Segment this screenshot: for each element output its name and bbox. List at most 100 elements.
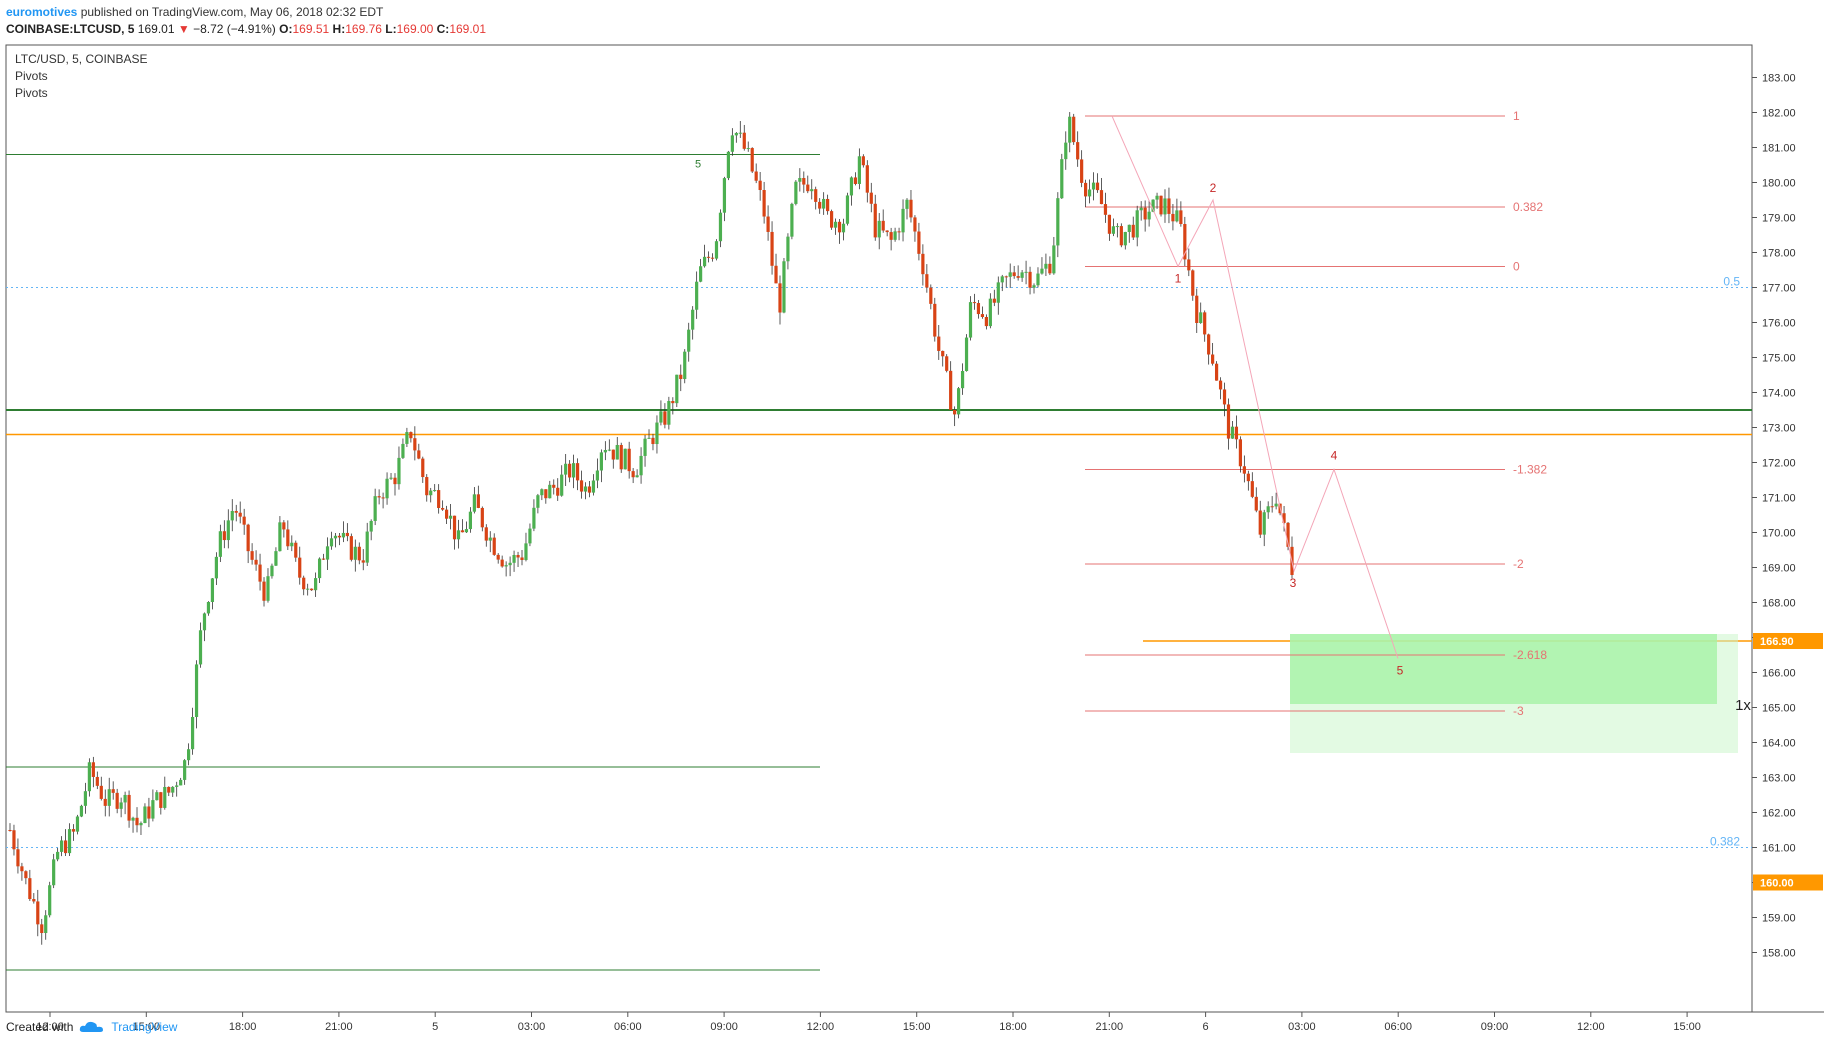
candle-body bbox=[218, 531, 222, 557]
candle-body bbox=[52, 859, 56, 886]
candle-body bbox=[83, 791, 88, 806]
candle-body bbox=[190, 716, 195, 750]
candle-body bbox=[572, 463, 576, 478]
candle-body bbox=[206, 602, 211, 614]
candle-body bbox=[651, 437, 655, 445]
tradingview-brand[interactable]: TradingView bbox=[111, 1020, 178, 1034]
candle-body bbox=[564, 463, 568, 475]
candle-body bbox=[139, 823, 143, 826]
candle-body bbox=[849, 177, 854, 196]
candle-body bbox=[984, 316, 988, 327]
candle-body bbox=[1103, 204, 1108, 215]
x-tick-label: 03:00 bbox=[1288, 1021, 1316, 1033]
legend-indicator-pivots-1[interactable]: Pivots bbox=[15, 69, 48, 83]
candle-body bbox=[187, 749, 191, 761]
y-tick-label: 183.00 bbox=[1762, 73, 1796, 85]
candle-body bbox=[730, 135, 734, 152]
candle-body bbox=[675, 374, 679, 404]
candle-body bbox=[119, 802, 123, 809]
publish-line: euromotives published on TradingView.com… bbox=[6, 4, 486, 21]
candle-body bbox=[1254, 496, 1258, 511]
candle-body bbox=[627, 448, 631, 472]
candle-body bbox=[667, 401, 671, 425]
x-tick-label: 15:00 bbox=[903, 1021, 931, 1033]
candle-body bbox=[1222, 389, 1227, 405]
candle-body bbox=[183, 760, 187, 780]
candle-body bbox=[341, 532, 345, 538]
candle-body bbox=[79, 805, 84, 817]
candle-body bbox=[123, 794, 127, 803]
candle-body bbox=[556, 487, 560, 496]
y-tick-label: 170.00 bbox=[1762, 528, 1796, 540]
candle-body bbox=[488, 537, 492, 541]
candle-body bbox=[905, 199, 909, 209]
candle-body bbox=[754, 171, 758, 181]
candle-body bbox=[1262, 512, 1266, 535]
candle-body bbox=[337, 535, 342, 538]
high-label: H: bbox=[332, 22, 346, 36]
y-tick-label: 174.00 bbox=[1762, 388, 1796, 400]
candle-body bbox=[1095, 182, 1100, 191]
candle-body bbox=[663, 411, 667, 425]
candle-body bbox=[766, 216, 770, 232]
candle-body bbox=[718, 212, 723, 242]
candle-body bbox=[1119, 226, 1123, 246]
candle-body bbox=[639, 455, 643, 476]
x-tick-label: 15:00 bbox=[1673, 1021, 1701, 1033]
candle-body bbox=[599, 452, 603, 471]
candle-body bbox=[790, 203, 794, 237]
open-label: O: bbox=[279, 22, 293, 36]
y-tick-label: 168.00 bbox=[1762, 598, 1796, 610]
candle-body bbox=[738, 132, 742, 134]
y-tick-label: 176.00 bbox=[1762, 318, 1796, 330]
candle-body bbox=[20, 866, 24, 872]
candle-body bbox=[401, 443, 405, 458]
legend-indicator-pivots-2[interactable]: Pivots bbox=[15, 86, 48, 100]
candle-body bbox=[484, 527, 488, 541]
x-tick-label: 12:00 bbox=[36, 1021, 64, 1033]
candle-body bbox=[595, 470, 600, 481]
candle-body bbox=[127, 794, 131, 821]
candle-body bbox=[310, 588, 314, 591]
candle-body bbox=[853, 177, 858, 184]
x-tick-label: 15:00 bbox=[133, 1021, 161, 1033]
candle-body bbox=[774, 265, 778, 284]
candle-body bbox=[468, 511, 473, 530]
change-arrow-icon: ▼ bbox=[177, 22, 190, 36]
x-tick-label: 06:00 bbox=[1384, 1021, 1412, 1033]
candle-body bbox=[1052, 245, 1056, 274]
pivot-label: 5 bbox=[695, 159, 701, 171]
candle-body bbox=[1111, 226, 1115, 234]
candle-body bbox=[452, 515, 457, 540]
x-tick-label: 5 bbox=[432, 1021, 438, 1033]
candle-body bbox=[714, 241, 719, 259]
ohlc-line: COINBASE:LTCUSD, 5 169.01 ▼ −8.72 (−4.91… bbox=[6, 21, 486, 38]
candle-body bbox=[202, 613, 207, 631]
candle-body bbox=[845, 195, 850, 224]
x-tick-label: 03:00 bbox=[518, 1021, 546, 1033]
candle-body bbox=[615, 444, 619, 460]
change-value: −8.72 (−4.91%) bbox=[193, 22, 276, 36]
candle-body bbox=[444, 509, 449, 519]
close-value: 169.01 bbox=[449, 22, 487, 36]
candle-body bbox=[1171, 213, 1175, 222]
candle-body bbox=[1000, 276, 1004, 283]
candle-body bbox=[1183, 224, 1187, 260]
candle-body bbox=[1060, 159, 1064, 199]
candle-body bbox=[647, 437, 651, 439]
candle-body bbox=[925, 274, 929, 288]
candle-body bbox=[1203, 312, 1207, 335]
candle-body bbox=[1286, 522, 1290, 547]
price-tag bbox=[1753, 633, 1823, 649]
candle-body bbox=[222, 531, 226, 541]
candle-body bbox=[1207, 334, 1211, 355]
candle-body bbox=[1242, 466, 1246, 474]
candle-body bbox=[806, 184, 810, 192]
author-link[interactable]: euromotives bbox=[6, 5, 78, 19]
y-tick-label: 181.00 bbox=[1762, 143, 1796, 155]
candle-body bbox=[726, 151, 730, 179]
candle-body bbox=[270, 565, 274, 577]
candle-body bbox=[40, 924, 44, 934]
y-tick-label: 172.00 bbox=[1762, 458, 1796, 470]
